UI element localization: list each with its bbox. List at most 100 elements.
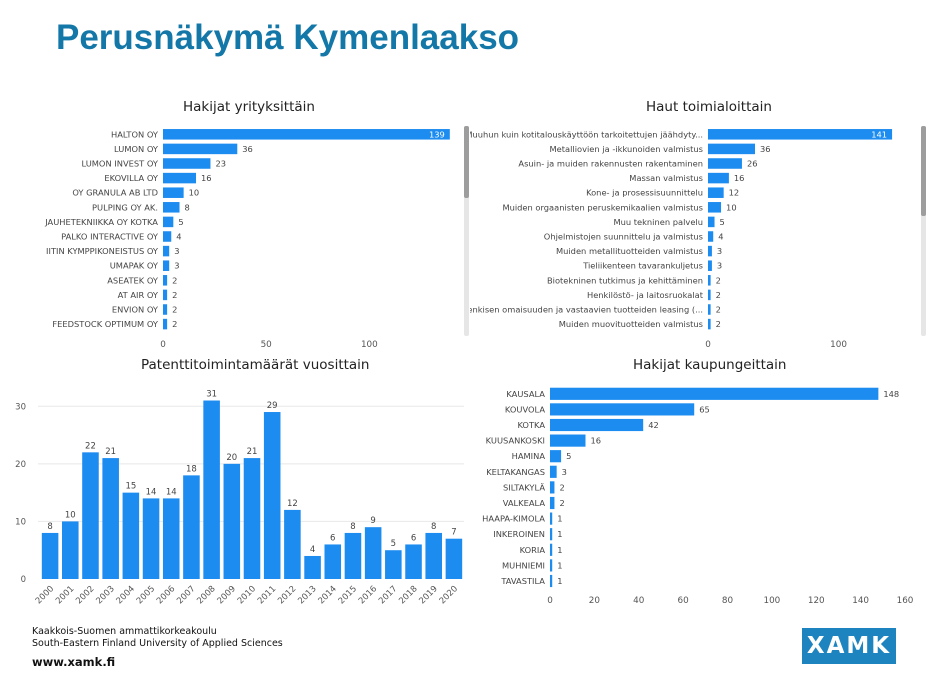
scrollbar-thumb-companies[interactable] (464, 126, 469, 198)
c2-category-label: Ohjelmistojen suunnittelu ja valmistus (544, 232, 703, 242)
c2-value-label: 10 (726, 202, 737, 212)
c1-category-label: ASEATEK OY (107, 275, 159, 285)
c4-x-tick-label: 100 (763, 596, 780, 606)
c2-bar (708, 216, 715, 228)
c3-bar (142, 498, 160, 579)
c4-value-label: 65 (699, 404, 710, 414)
c2-value-label: 2 (716, 305, 721, 315)
c3-bar (405, 544, 422, 579)
c4-value-label: 42 (648, 420, 659, 430)
c1-value-label: 3 (174, 261, 179, 271)
c3-bar (183, 475, 200, 579)
c4-x-tick-label: 0 (547, 596, 553, 606)
c2-bar (708, 260, 712, 271)
c2-x-tick-label: 100 (830, 340, 847, 350)
c3-bar (304, 555, 321, 579)
c1-category-label: PULPING OY AK. (92, 202, 158, 212)
c3-value-label: 6 (330, 533, 335, 543)
c2-x-tick-label: 0 (705, 340, 711, 350)
c1-bar (163, 202, 180, 213)
c1-category-label: AT AIR OY (118, 290, 159, 300)
c4-category-label: VALKEALA (503, 498, 546, 508)
c1-category-label: OY GRANULA AB LTD (72, 188, 158, 198)
c4-bar (550, 574, 553, 588)
c4-bar (550, 512, 553, 525)
c1-category-label: ENVION OY (112, 305, 159, 315)
c2-bar (708, 158, 742, 169)
c4-value-label: 1 (557, 545, 562, 555)
c3-x-tick-label: 2004 (115, 584, 137, 606)
c4-value-label: 1 (557, 576, 562, 586)
chart-title-patenttitoimintamaarat: Patenttitoimintamäärät vuosittain (141, 357, 370, 373)
c4-value-label: 5 (566, 451, 571, 461)
c4-bar (550, 403, 695, 416)
c1-bar (163, 260, 170, 271)
c1-bar (163, 275, 168, 286)
c1-value-label: 2 (172, 305, 177, 315)
c3-x-tick-label: 2012 (276, 584, 298, 606)
c4-bar (550, 496, 555, 510)
c2-value-label: 5 (720, 217, 725, 227)
footer-line-en: South-Eastern Finland University of Appl… (32, 638, 283, 649)
c3-bar (445, 538, 463, 579)
c4-category-label: KUUSANKOSKI (486, 436, 545, 446)
c4-category-label: MUHNIEMI (502, 560, 545, 570)
c4-category-label: SILTAKYLÄ (503, 482, 545, 492)
c1-value-label: 2 (172, 290, 177, 300)
c1-bar (163, 143, 238, 155)
scrollbar-thumb-industries[interactable] (921, 126, 926, 216)
c2-bar (708, 304, 711, 315)
c4-value-label: 1 (557, 514, 562, 524)
c3-value-label: 20 (226, 453, 237, 463)
c1-category-label: IITIN KYMPPIKONEISTUS OY (46, 246, 159, 256)
c4-category-label: KOUVOLA (505, 404, 545, 414)
c3-value-label: 22 (85, 441, 96, 451)
c3-x-tick-label: 2006 (155, 584, 177, 606)
c3-value-label: 7 (451, 528, 456, 538)
chart-title-haut-toimialoittain: Haut toimialoittain (646, 99, 772, 115)
c1-bar (163, 245, 170, 257)
footer-url[interactable]: www.xamk.fi (32, 655, 116, 669)
c2-category-label: Metalliovien ja -ikkunoiden valmistus (550, 144, 704, 154)
c3-x-tick-label: 2017 (377, 584, 399, 606)
c3-bar (364, 527, 382, 579)
scrollbar-track-companies[interactable] (464, 126, 469, 336)
c3-bar (162, 498, 180, 579)
c1-bar (163, 158, 211, 169)
c4-x-tick-label: 20 (589, 596, 601, 606)
c3-bar (203, 400, 220, 579)
c3-bar (284, 509, 301, 579)
c3-value-label: 21 (247, 447, 258, 457)
c3-x-tick-label: 2015 (337, 584, 359, 606)
c3-x-tick-label: 2020 (438, 584, 460, 606)
c1-x-tick-label: 100 (361, 340, 378, 350)
footer-institution: Kaakkois-Suomen ammattikorkeakoulu South… (32, 626, 283, 650)
c1-value-label: 139 (429, 129, 445, 139)
c1-bar (163, 231, 172, 242)
c4-bar (550, 387, 879, 400)
c1-bar (163, 129, 450, 140)
page-title: Perusnäkymä Kymenlaakso (56, 18, 520, 57)
scrollbar-track-industries[interactable] (921, 126, 926, 336)
c2-value-label: 26 (747, 159, 758, 169)
c3-value-label: 18 (186, 464, 197, 474)
c2-category-label: Henkilöstö- ja laitosruokalat (587, 290, 704, 300)
c2-category-label: Muiden muovituotteiden valmistus (559, 319, 703, 329)
c4-value-label: 1 (557, 529, 562, 539)
c4-bar (550, 465, 557, 478)
c2-value-label: 141 (871, 129, 887, 139)
c2-value-label: 2 (716, 319, 721, 329)
c2-bar (708, 318, 711, 330)
c2-bar (708, 202, 722, 213)
xamk-logo: XAMK (802, 628, 896, 664)
c4-bar (550, 543, 553, 556)
c4-value-label: 2 (559, 498, 564, 508)
c4-bar (550, 559, 553, 572)
c3-x-tick-label: 2003 (94, 584, 116, 606)
c4-x-tick-label: 80 (722, 596, 734, 606)
c2-value-label: 4 (718, 232, 723, 242)
chart-title-hakijat-kaupungeittain: Hakijat kaupungeittain (633, 357, 787, 373)
c3-bar (385, 550, 402, 579)
footer-line-fi: Kaakkois-Suomen ammattikorkeakoulu (32, 626, 217, 637)
